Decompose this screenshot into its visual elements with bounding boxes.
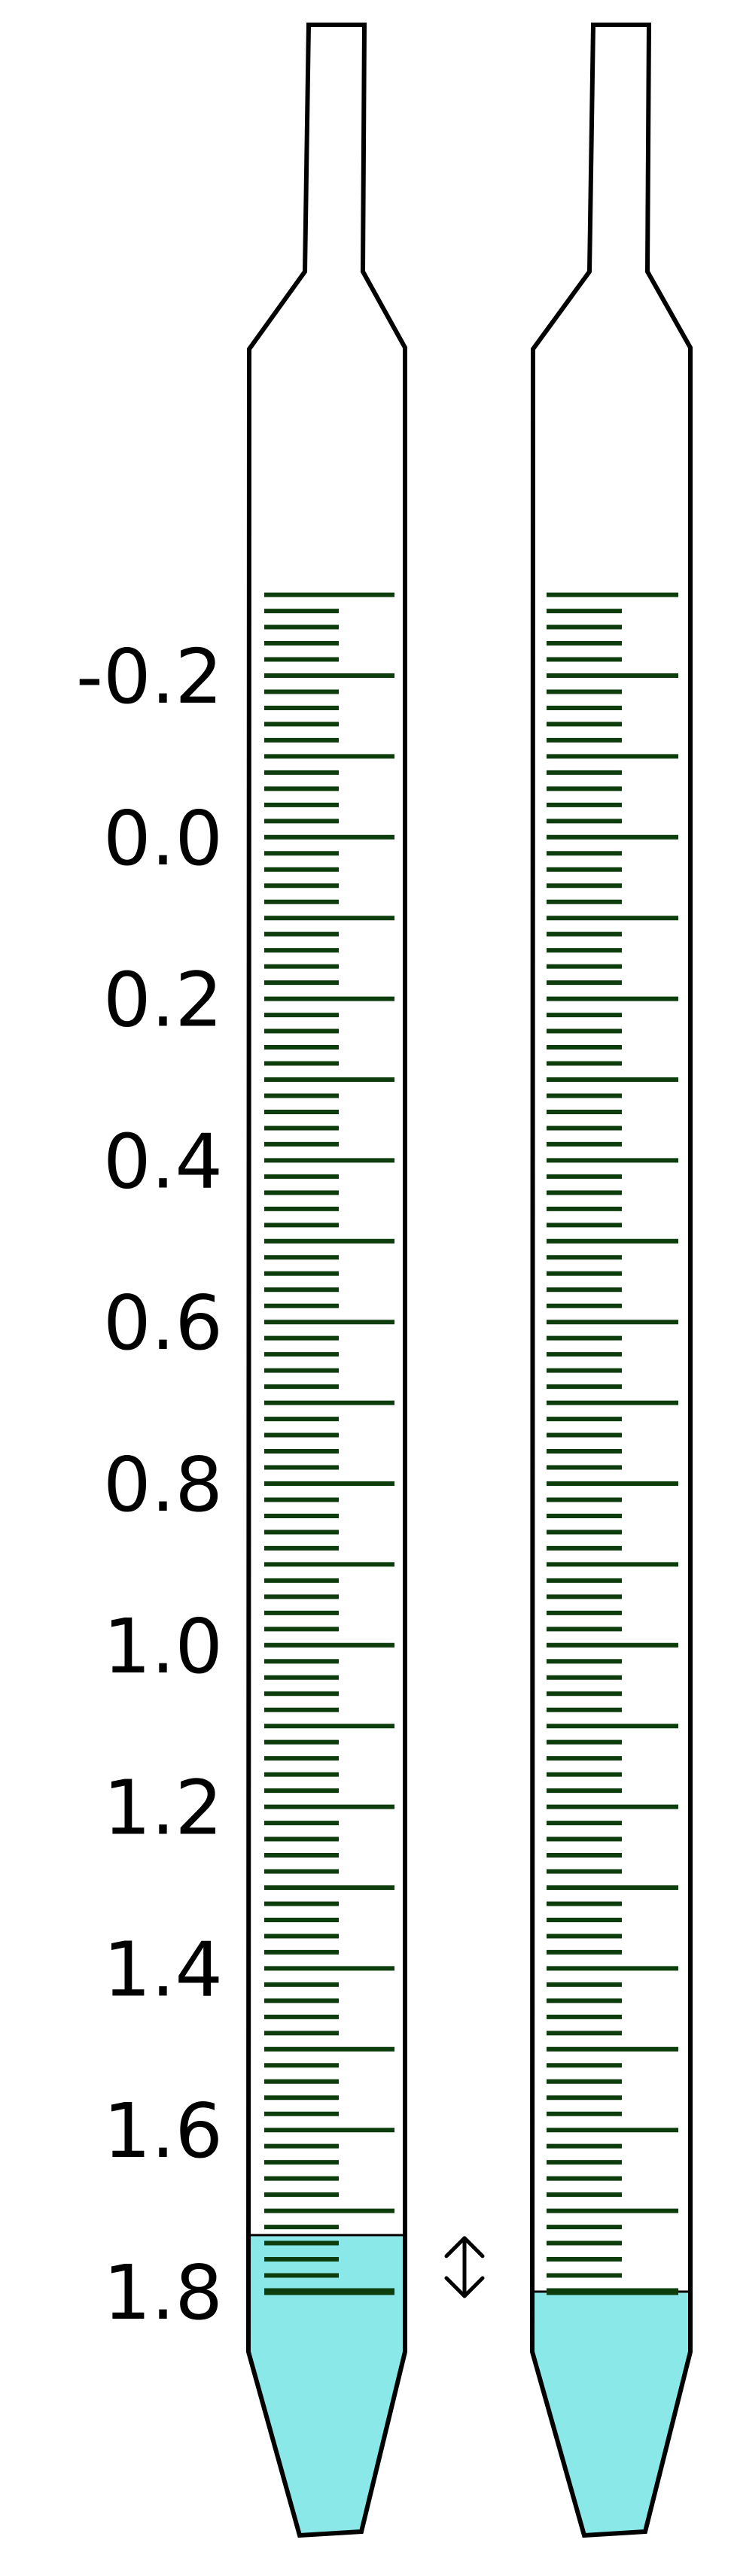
scale-label: 0.4 [103,1117,223,1205]
scale-label: 0.6 [103,1279,223,1367]
pipette-left-liquid [248,2234,405,2535]
pipette-left-outline [245,23,407,2538]
pipette-right-graduations [547,592,678,2295]
pipette-right-outline [529,23,693,2538]
scale-label: 1.2 [103,1764,223,1852]
scale-label: 0.8 [103,1441,223,1529]
scale-label: 1.6 [103,2087,223,2175]
double-headed-arrow-icon [444,2236,485,2298]
scale-label: 1.0 [103,1602,223,1690]
scale-label: -0.2 [76,633,223,721]
scale-labels: -0.2 0.0 0.2 0.4 0.6 0.8 1.0 1.2 1.4 1.6 1.8 [76,633,223,2337]
pipette-left [245,23,407,2538]
pipette-left-graduations [264,592,394,2295]
pipette-right-liquid [532,2292,690,2535]
scale-label: 1.4 [103,1925,223,2013]
scale-label: 1.8 [103,2249,223,2337]
pipette-right [529,23,693,2538]
scale-label: 0.2 [103,956,223,1044]
scale-label: 0.0 [103,794,223,882]
